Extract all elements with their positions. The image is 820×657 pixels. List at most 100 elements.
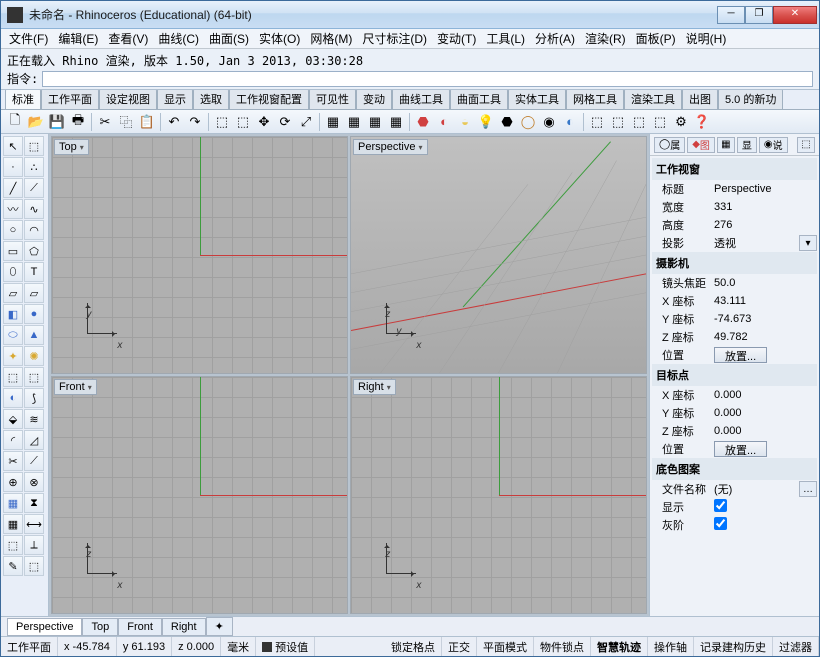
maximize-button[interactable]: ❐ [745, 6, 773, 24]
properties-icon[interactable]: ⬚ [587, 112, 607, 132]
curve-icon[interactable]: 〰 [3, 199, 23, 219]
snapshot-icon[interactable]: ⬚ [3, 535, 23, 555]
annotate-icon[interactable]: ✎ [3, 556, 23, 576]
panel-tab-layers[interactable]: ◆图 [687, 137, 715, 153]
help-icon[interactable]: ❓ [692, 112, 712, 132]
gray-checkbox[interactable] [714, 517, 727, 530]
menu-transform[interactable]: 变动(T) [433, 28, 480, 49]
join-icon[interactable]: ⊕ [3, 472, 23, 492]
place-target-button[interactable]: 放置... [714, 441, 767, 457]
explode-icon[interactable]: ✺ [24, 346, 44, 366]
open-icon[interactable]: 📂 [26, 112, 46, 132]
tab-viewport-layout[interactable]: 工作视窗配置 [229, 90, 309, 109]
cylinder-icon[interactable]: ⬭ [3, 325, 23, 345]
prop-target-z[interactable]: 0.000 [714, 425, 817, 437]
dragmode-icon[interactable]: ⬚ [608, 112, 628, 132]
status-cplane[interactable]: 工作平面 [1, 637, 58, 656]
text-icon[interactable]: T [24, 262, 44, 282]
tab-rendertools[interactable]: 渲染工具 [624, 90, 682, 109]
cone-icon[interactable]: ▲ [24, 325, 44, 345]
tab-setview[interactable]: 设定视图 [99, 90, 157, 109]
viewport-top[interactable]: yx Top▾ [51, 136, 348, 374]
rotate-icon[interactable]: ⟳ [275, 112, 295, 132]
panel-tab-render[interactable]: ▦ [717, 137, 735, 153]
prop-height[interactable]: 276 [714, 219, 817, 231]
tab-standard[interactable]: 标准 [5, 90, 41, 109]
arc-icon[interactable]: ◠ [24, 220, 44, 240]
close-button[interactable]: ✕ [773, 6, 817, 24]
mirror-icon[interactable]: ⧗ [24, 493, 44, 513]
tab-curvetools[interactable]: 曲线工具 [392, 90, 450, 109]
viewport2-icon[interactable]: ▦ [344, 112, 364, 132]
tab-select[interactable]: 选取 [193, 90, 229, 109]
print-icon[interactable]: 🖶 [68, 112, 88, 132]
place-camera-button[interactable]: 放置... [714, 347, 767, 363]
ellipse-icon[interactable]: ⬯ [3, 262, 23, 282]
panel-tab-help[interactable]: ◉说 [759, 137, 788, 153]
vtab-perspective[interactable]: Perspective [7, 618, 82, 636]
dropdown-icon[interactable]: ▾ [418, 143, 422, 152]
dropdown-icon[interactable]: ▾ [88, 383, 92, 392]
dropdown-icon[interactable]: ▾ [387, 383, 391, 392]
tab-display[interactable]: 显示 [157, 90, 193, 109]
sweep-icon[interactable]: ⟆ [24, 388, 44, 408]
plane-icon[interactable]: ▱ [24, 283, 44, 303]
show-checkbox[interactable] [714, 499, 727, 512]
pointcloud-icon[interactable]: ∴ [24, 157, 44, 177]
vtab-front[interactable]: Front [118, 618, 162, 636]
interpcurve-icon[interactable]: ∿ [24, 199, 44, 219]
grid-icon[interactable]: ▦ [3, 514, 23, 534]
menu-help[interactable]: 说明(H) [682, 28, 731, 49]
prop-filename[interactable]: (无) [714, 481, 799, 497]
menu-panels[interactable]: 面板(P) [632, 28, 680, 49]
light2-icon[interactable]: ⬣ [497, 112, 517, 132]
menu-tools[interactable]: 工具(L) [482, 28, 529, 49]
menu-surface[interactable]: 曲面(S) [205, 28, 253, 49]
loft-icon[interactable]: ≋ [24, 409, 44, 429]
options-icon[interactable]: ◐ [560, 112, 580, 132]
dim-icon[interactable]: ⟷ [24, 514, 44, 534]
prop-target-x[interactable]: 0.000 [714, 389, 817, 401]
scale-icon[interactable]: ⤢ [296, 112, 316, 132]
prop-camera-x[interactable]: 43.111 [714, 295, 817, 307]
prop-width[interactable]: 331 [714, 201, 817, 213]
minimize-button[interactable]: ─ [717, 6, 745, 24]
panel-menu-icon[interactable]: ⬚ [797, 137, 815, 153]
polygon-icon[interactable]: ⬠ [24, 241, 44, 261]
viewport-perspective[interactable]: zyx Perspective▾ [350, 136, 647, 374]
render-icon[interactable]: ⬣ [413, 112, 433, 132]
status-history[interactable]: 记录建构历史 [694, 637, 773, 656]
cut-icon[interactable]: ✂ [95, 112, 115, 132]
tab-visibility[interactable]: 可见性 [309, 90, 356, 109]
panel-tab-display[interactable]: 显 [737, 137, 757, 153]
line-icon[interactable]: ╱ [3, 178, 23, 198]
revolve-icon[interactable]: ◐ [3, 388, 23, 408]
browse-icon[interactable]: … [799, 481, 817, 497]
viewport3-icon[interactable]: ▦ [365, 112, 385, 132]
point-icon[interactable]: · [3, 157, 23, 177]
menu-file[interactable]: 文件(F) [5, 28, 52, 49]
hideshow-icon[interactable]: ◯ [518, 112, 538, 132]
chamfer-icon[interactable]: ◿ [24, 430, 44, 450]
status-gumball[interactable]: 操作轴 [648, 637, 694, 656]
tab-new[interactable]: 5.0 的新功 [718, 90, 783, 109]
menu-solid[interactable]: 实体(O) [255, 28, 304, 49]
vtab-right[interactable]: Right [162, 618, 206, 636]
menu-curve[interactable]: 曲线(C) [154, 28, 203, 49]
circle-icon[interactable]: ○ [3, 220, 23, 240]
hide-icon[interactable]: ⬚ [650, 112, 670, 132]
menu-render[interactable]: 渲染(R) [581, 28, 630, 49]
status-filter[interactable]: 过滤器 [773, 637, 819, 656]
star-icon[interactable]: ✦ [3, 346, 23, 366]
layers-icon[interactable]: ◉ [539, 112, 559, 132]
extrude-icon[interactable]: ⬙ [3, 409, 23, 429]
prop-title[interactable]: Perspective [714, 183, 817, 195]
options2-icon[interactable]: ⚙ [671, 112, 691, 132]
command-input[interactable] [42, 71, 813, 87]
rectangle-icon[interactable]: ▭ [3, 241, 23, 261]
split-icon[interactable]: ⟋ [24, 451, 44, 471]
menu-edit[interactable]: 编辑(E) [54, 28, 102, 49]
measure-icon[interactable]: ⟂ [24, 535, 44, 555]
status-ortho[interactable]: 正交 [442, 637, 477, 656]
undo-icon[interactable]: ↶ [164, 112, 184, 132]
